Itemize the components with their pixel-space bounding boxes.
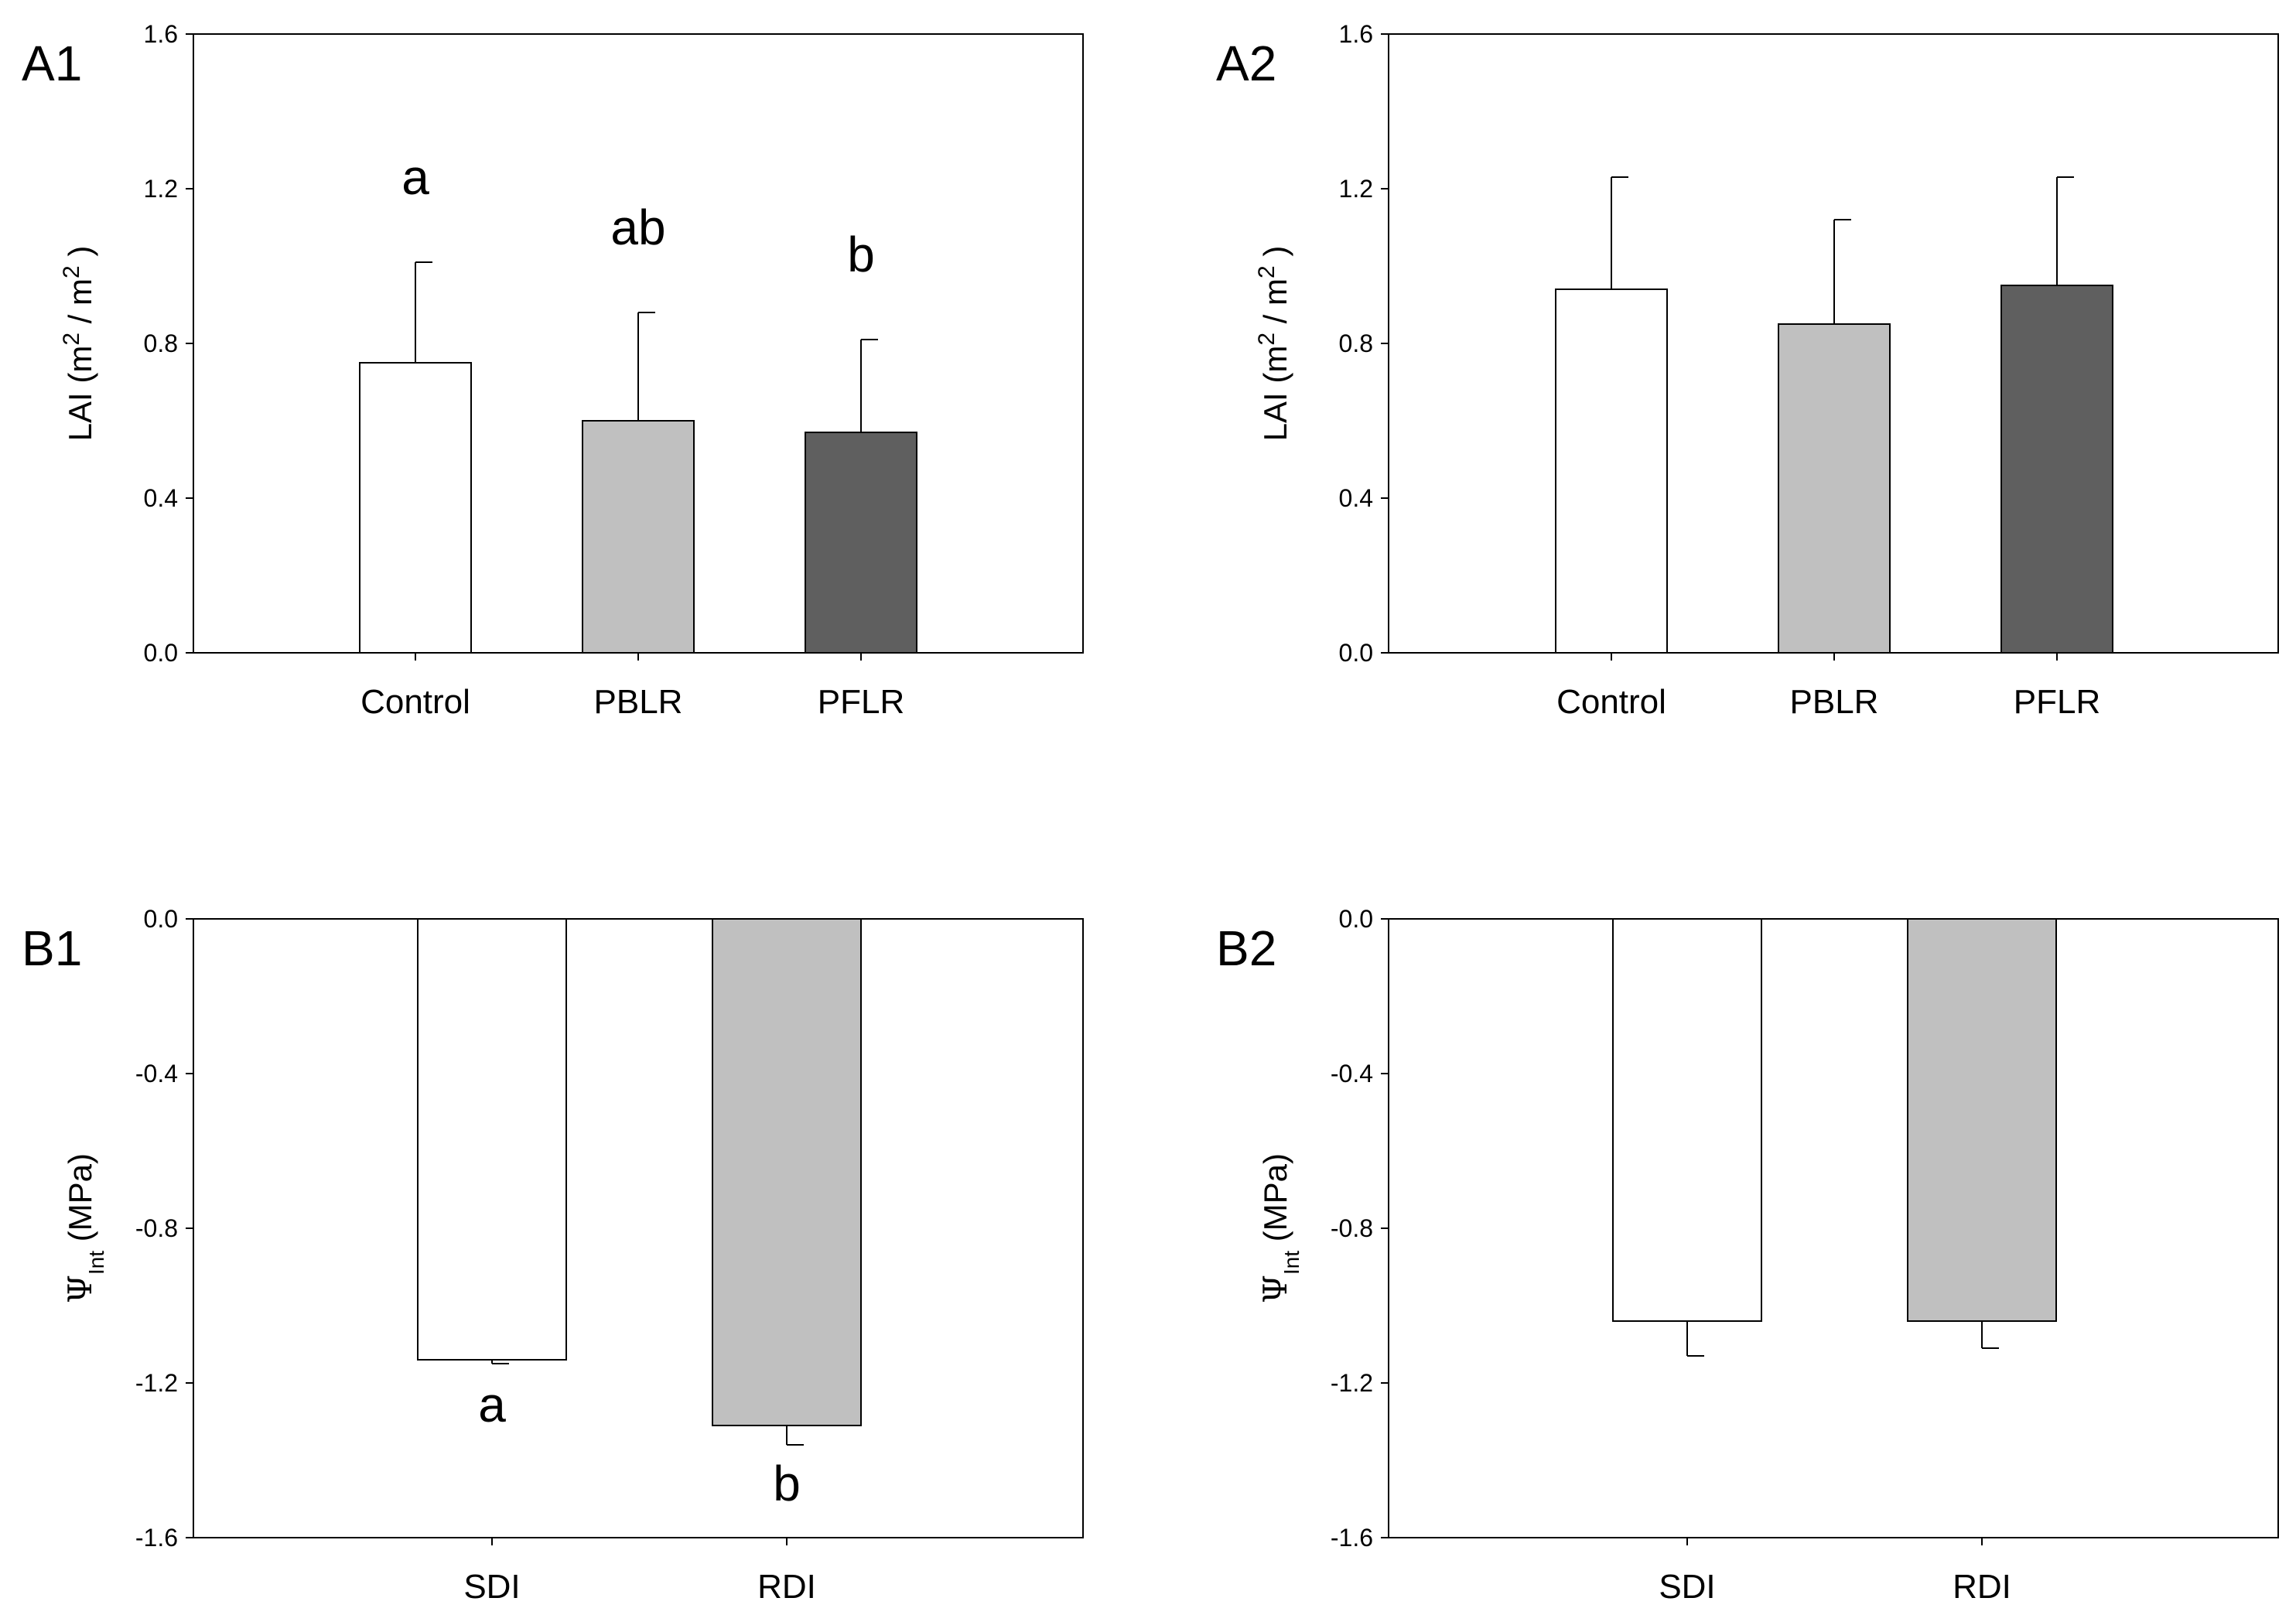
y-tick-label: 0.8 (1339, 329, 1373, 357)
psi-symbol: Ψ (61, 1275, 99, 1303)
chart-panel-b1: B1 a b 0.0 -0.4 -0.8 -1.2 -1.6 SDI RDI ΨInt (MPa) (22, 905, 1084, 1606)
y-axis-title-superscript: 2 (59, 333, 84, 346)
bar-rdi (712, 918, 862, 1426)
y-tick-label: 1.2 (144, 175, 178, 203)
x-category-label-pblr: PBLR (1790, 683, 1879, 721)
y-tick-label: -0.4 (135, 1060, 178, 1087)
y-axis-title-text: LAI (m (62, 346, 98, 442)
y-tick-label: 0.0 (1339, 905, 1373, 933)
y-axis-title-superscript: 2 (1254, 265, 1280, 278)
x-category-label-rdi: RDI (1953, 1568, 2011, 1606)
bar-pblr (1778, 323, 1891, 654)
x-category-label-rdi: RDI (757, 1568, 816, 1606)
x-category-label-pblr: PBLR (594, 683, 683, 721)
significance-letter: a (401, 149, 429, 205)
significance-letter: a (478, 1377, 506, 1432)
y-tick-label: -0.4 (1331, 1060, 1373, 1087)
y-tick-label: 0.0 (144, 905, 178, 933)
y-axis-title-text: ) (62, 246, 98, 266)
y-tick-label: 1.6 (1339, 20, 1373, 48)
bar-sdi (1612, 918, 1762, 1322)
plot-frame (193, 918, 1084, 1538)
y-tick-label: 0.8 (144, 329, 178, 357)
x-category-label-control: Control (360, 683, 470, 721)
y-tick-label: -1.2 (135, 1369, 178, 1397)
y-tick-label: 0.0 (144, 639, 178, 667)
y-tick-label: -0.8 (1331, 1214, 1373, 1242)
x-category-label-control: Control (1556, 683, 1666, 721)
y-axis-title-text: (MPa) (1257, 1153, 1293, 1251)
panel-label: B2 (1216, 920, 1276, 976)
bar-pblr (582, 420, 695, 654)
bar-pflr (2000, 285, 2113, 654)
y-axis-title-text: / m (1257, 278, 1293, 333)
y-axis-title: ΨInt (MPa) (1256, 1153, 1303, 1303)
y-tick-label: -1.2 (1331, 1369, 1373, 1397)
bar-control (1555, 289, 1668, 654)
y-axis-title-text: ) (1257, 246, 1293, 266)
chart-panel-b2: B2 0.0 -0.4 -0.8 -1.2 -1.6 SDI RDI ΨInt (MPa) (1216, 905, 2279, 1606)
x-category-label-sdi: SDI (463, 1568, 520, 1606)
y-axis-title-text: LAI (m (1257, 346, 1293, 442)
plot-frame (1388, 918, 2279, 1538)
significance-letter: ab (610, 200, 665, 255)
panel-label: B1 (22, 920, 82, 976)
y-tick-label: -0.8 (135, 1214, 178, 1242)
y-axis-title: ΨInt (MPa) (61, 1153, 108, 1303)
y-axis-title: LAI (m2 / m2 ) (1254, 246, 1294, 442)
y-tick-label: 0.4 (144, 484, 178, 512)
significance-letter: b (847, 227, 875, 282)
x-category-label-pflr: PFLR (818, 683, 904, 721)
y-tick-label: 0.0 (1339, 639, 1373, 667)
psi-symbol: Ψ (1256, 1275, 1294, 1303)
chart-panel-a1: A1 a ab b 0.0 0.4 0.8 1.2 1.6 Control PBLR PFLR LAI … (22, 20, 1084, 721)
y-tick-label: -1.6 (135, 1524, 178, 1552)
y-axis-title-text: (MPa) (62, 1153, 98, 1251)
bar-rdi (1907, 918, 2057, 1322)
y-axis-title-superscript: 2 (1254, 333, 1280, 346)
y-axis-title-subscript: Int (1280, 1251, 1303, 1275)
y-tick-label: -1.6 (1331, 1524, 1373, 1552)
bar-control (359, 362, 472, 654)
x-category-label-sdi: SDI (1659, 1568, 1715, 1606)
y-axis-title: LAI (m2 / m2 ) (59, 246, 99, 442)
panel-label: A1 (22, 36, 82, 91)
x-category-label-pflr: PFLR (2014, 683, 2100, 721)
chart-panel-a2: A2 0.0 0.4 0.8 1.2 1.6 Control PBLR PFLR LAI (m2 … (1216, 20, 2279, 721)
bar-sdi (417, 918, 567, 1361)
bar-pflr (805, 432, 917, 654)
y-axis-title-text: / m (62, 278, 98, 333)
panel-label: A2 (1216, 36, 1276, 91)
y-tick-label: 1.6 (144, 20, 178, 48)
y-tick-label: 1.2 (1339, 175, 1373, 203)
y-axis-title-subscript: Int (84, 1251, 108, 1275)
y-tick-label: 0.4 (1339, 484, 1373, 512)
y-axis-title-superscript: 2 (59, 265, 84, 278)
significance-letter: b (773, 1456, 801, 1511)
